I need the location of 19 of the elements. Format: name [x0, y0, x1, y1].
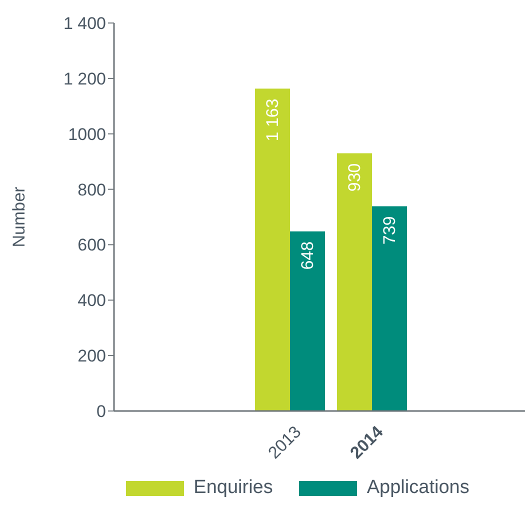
legend-label: Enquiries: [194, 477, 273, 499]
data-label: 648: [298, 241, 317, 270]
y-tick-label: 1 200: [63, 69, 106, 88]
y-axis-title: Number: [10, 186, 28, 248]
y-tick-label: 0: [96, 402, 106, 422]
y-tick-label: 400: [78, 291, 106, 310]
y-tick-label: 800: [78, 180, 106, 200]
data-label: 1 163: [263, 98, 282, 142]
bar: [255, 88, 290, 411]
y-tick-label: 600: [78, 236, 106, 255]
y-tick-label: 200: [78, 346, 106, 366]
y-tick-label: 1 400: [63, 14, 106, 34]
bar: [337, 153, 372, 411]
bar: [290, 231, 325, 411]
legend-label: Applications: [366, 477, 470, 499]
bar: [372, 206, 407, 411]
y-tick-label: 1000: [68, 124, 106, 144]
data-label: 739: [380, 216, 399, 245]
data-label: 930: [345, 163, 364, 192]
